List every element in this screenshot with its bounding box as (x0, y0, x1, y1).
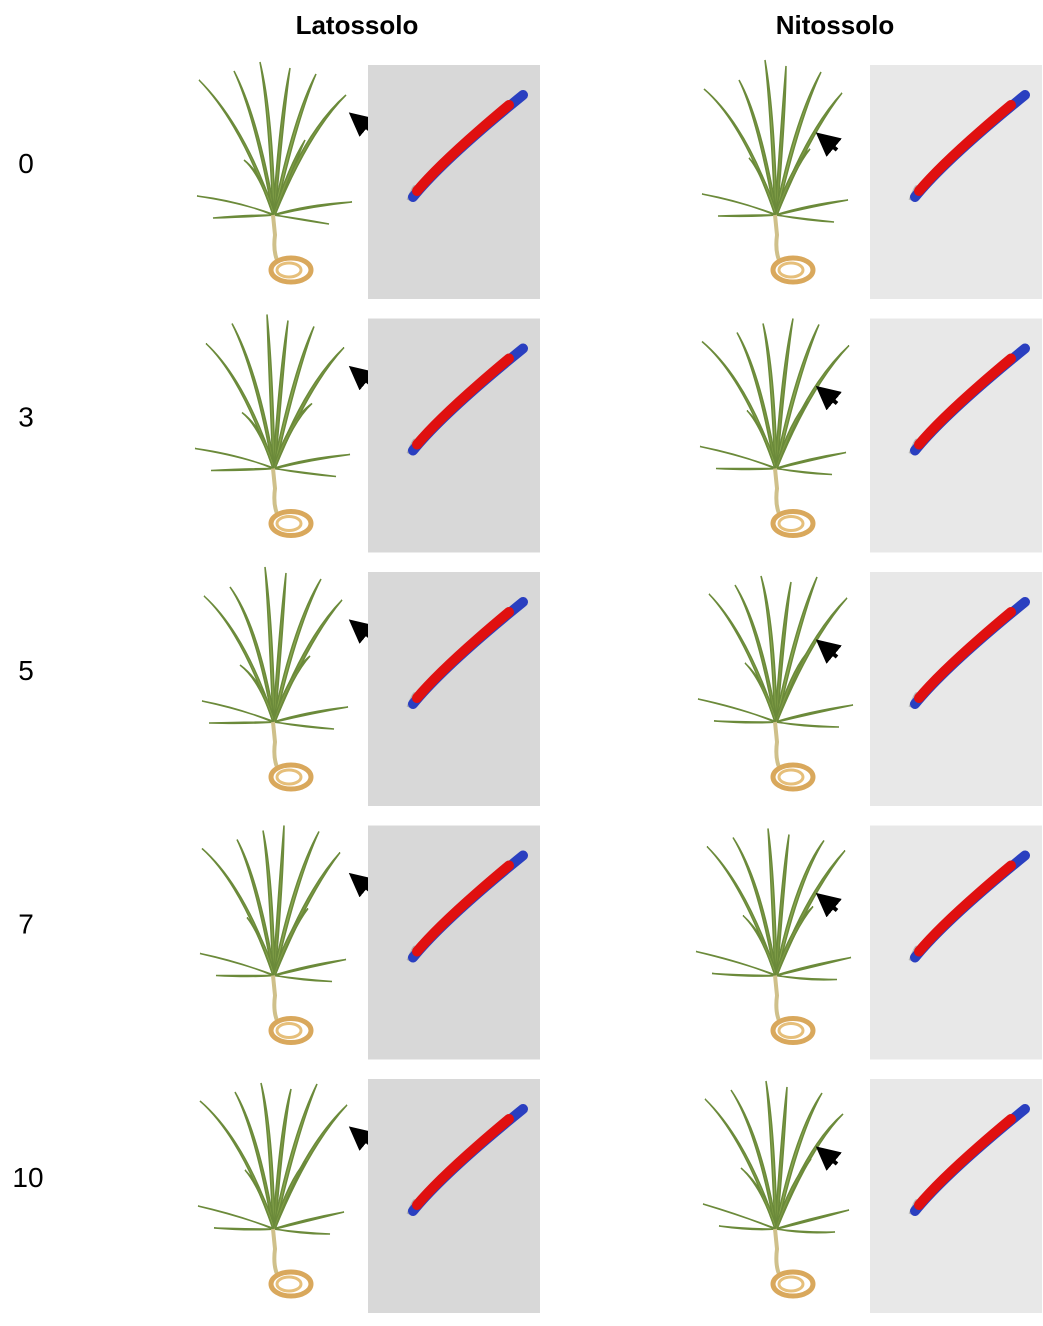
root (277, 517, 301, 531)
leaf (206, 344, 275, 469)
arrow (825, 901, 837, 911)
stem (273, 976, 277, 1021)
plant-photo (703, 1081, 849, 1296)
stem (775, 1229, 779, 1274)
stem (775, 976, 779, 1021)
scan-image (368, 826, 540, 1060)
plant-photo (195, 315, 370, 536)
leaf (775, 453, 846, 469)
scan-image (870, 572, 1042, 806)
plant-photo (698, 576, 853, 789)
leaf (213, 215, 275, 218)
leaf (775, 200, 848, 215)
arrow (825, 647, 837, 657)
scan-image (368, 572, 540, 806)
stem (273, 722, 277, 767)
leaf (702, 194, 777, 215)
leaf (775, 976, 837, 980)
arrow (825, 1154, 837, 1164)
leaf (775, 469, 832, 475)
leaf (273, 455, 350, 469)
leaf (273, 215, 329, 224)
row-label: 3 (18, 402, 34, 433)
column-title: Latossolo (296, 10, 419, 40)
figure: Latossolo Nitossolo 0 3 5 7 10 (0, 0, 1043, 1326)
leaf (209, 722, 275, 723)
row-label: 10 (12, 1162, 43, 1193)
leaf (195, 449, 275, 469)
row-label: 7 (18, 909, 34, 940)
leaf (273, 469, 336, 477)
scan-image (368, 1079, 540, 1313)
root (277, 770, 301, 784)
scan-image (870, 65, 1042, 299)
leaf (216, 976, 275, 977)
stem (273, 469, 277, 514)
leaf (273, 1212, 344, 1229)
panels (195, 60, 1042, 1313)
leaf (775, 215, 834, 222)
root (277, 263, 301, 277)
plant-photo (702, 60, 848, 282)
leaf (200, 954, 275, 976)
leaf (714, 721, 777, 723)
leaf (211, 469, 275, 471)
leaf (775, 722, 839, 727)
leaf (775, 1210, 849, 1229)
leaf (273, 722, 334, 729)
leaf (698, 699, 777, 722)
leaf (273, 707, 348, 722)
leaf (202, 701, 275, 722)
scan-image (368, 65, 540, 299)
leaf (197, 196, 275, 215)
plant-photo (202, 567, 370, 789)
leaf (775, 958, 851, 976)
column-title: Nitossolo (776, 10, 894, 40)
leaf (198, 1206, 275, 1229)
leaf (700, 447, 777, 469)
leaf (273, 1229, 330, 1234)
plant-photo (198, 1083, 370, 1296)
leaf (199, 80, 275, 215)
stem (775, 215, 779, 260)
scan-image (870, 1079, 1042, 1313)
row-label: 5 (18, 655, 34, 686)
scan-image (870, 319, 1042, 553)
leaf (716, 469, 777, 470)
leaf (775, 705, 853, 722)
root (779, 1024, 803, 1038)
root (779, 263, 803, 277)
stem (273, 215, 277, 260)
root (779, 1277, 803, 1291)
root (277, 1277, 301, 1291)
scan-image (368, 319, 540, 553)
plant-photo (696, 829, 851, 1043)
stem (775, 722, 779, 767)
leaf (214, 1228, 275, 1230)
plant-photo (197, 62, 370, 282)
leaf (273, 202, 352, 215)
arrow (825, 394, 837, 404)
plant-photo (200, 826, 370, 1043)
leaf (775, 1229, 835, 1233)
leaf (712, 974, 777, 977)
stem (775, 469, 779, 514)
arrow (825, 140, 837, 150)
root (779, 517, 803, 531)
root (277, 1024, 301, 1038)
row-labels: 0 3 5 7 10 (12, 148, 43, 1193)
page: Latossolo Nitossolo 035710 (() => { cons… (0, 0, 1043, 1326)
leaf (718, 215, 777, 216)
stem (273, 1229, 277, 1274)
row-label: 0 (18, 148, 34, 179)
leaf (703, 1204, 777, 1229)
leaf (273, 960, 346, 976)
leaf (273, 976, 332, 982)
root (779, 770, 803, 784)
leaf (696, 952, 777, 976)
scan-image (870, 826, 1042, 1060)
leaf (705, 1099, 777, 1229)
plant-photo (700, 319, 849, 536)
